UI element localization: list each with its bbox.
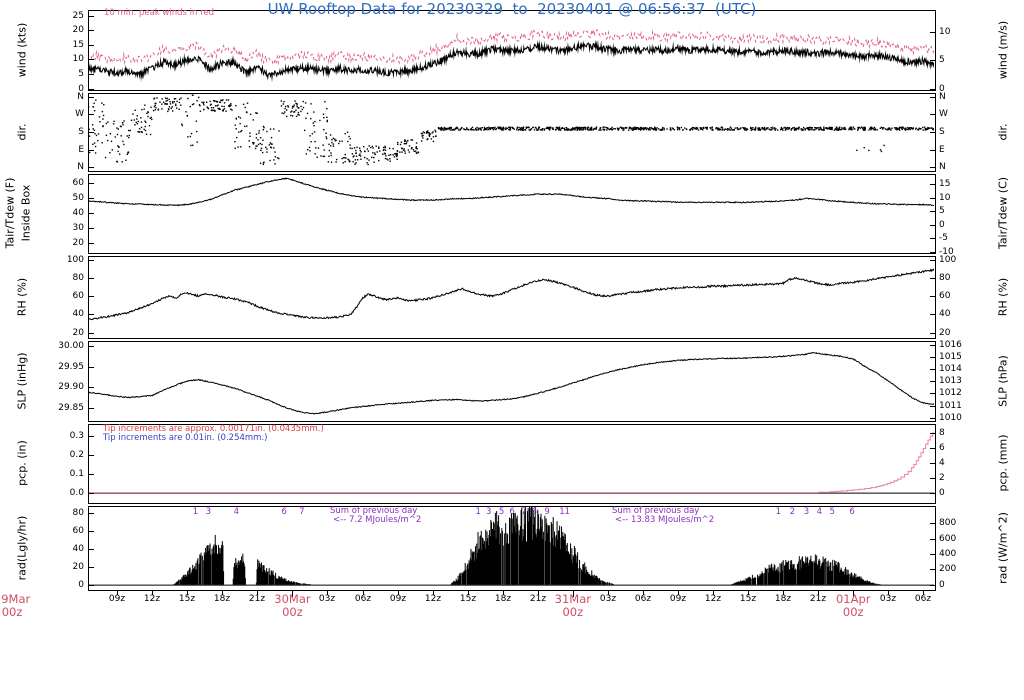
axis-label-inside-box: Inside Box bbox=[19, 184, 33, 242]
radiation-sum-day2-label: Sum of previous day bbox=[612, 506, 700, 516]
radiation-sum-day2-value: <-- 13.83 MJoules/m^2 bbox=[615, 515, 715, 525]
axis-label-pcp-mm: pcp. (mm) bbox=[996, 434, 1010, 492]
axis-label-tair-c: Tair/Tdew (C) bbox=[996, 176, 1010, 250]
wind-peak-note: 10 min. peak winds in red bbox=[104, 8, 215, 18]
axis-label-rh-right: RH (%) bbox=[996, 277, 1010, 317]
axis-label-dir-right: dir. bbox=[996, 123, 1010, 141]
tip-increments-red-note: Tip increments are approx. 0.00171in. (0… bbox=[103, 424, 324, 434]
axis-label-pcp-in: pcp. (in) bbox=[15, 440, 29, 486]
radiation-sum-day1-label: Sum of previous day bbox=[330, 506, 418, 516]
tip-increments-blue-note: Tip increments are 0.01in. (0.254mm.) bbox=[103, 433, 268, 443]
axis-label-slp-hpa: SLP (hPa) bbox=[996, 355, 1010, 407]
axis-label-dir-left: dir. bbox=[15, 123, 29, 141]
plot-title: UW Rooftop Data for 20230329 to 20230401… bbox=[267, 0, 757, 18]
axis-label-rad-wm2: rad (W/m^2) bbox=[996, 512, 1010, 584]
axis-label-wind-ms: wind (m/s) bbox=[996, 20, 1010, 80]
axis-label-wind-kts: wind (kts) bbox=[15, 22, 29, 78]
axis-label-rad-lgly: rad(Lgly/hr) bbox=[15, 515, 29, 581]
axis-label-tair-f: Tair/Tdew (F) bbox=[3, 177, 17, 249]
radiation-sum-day1-value: <-- 7.2 MJoules/m^2 bbox=[333, 515, 422, 525]
axis-label-slp-inhg: SLP (inHg) bbox=[15, 352, 29, 410]
axis-label-rh-left: RH (%) bbox=[15, 277, 29, 317]
